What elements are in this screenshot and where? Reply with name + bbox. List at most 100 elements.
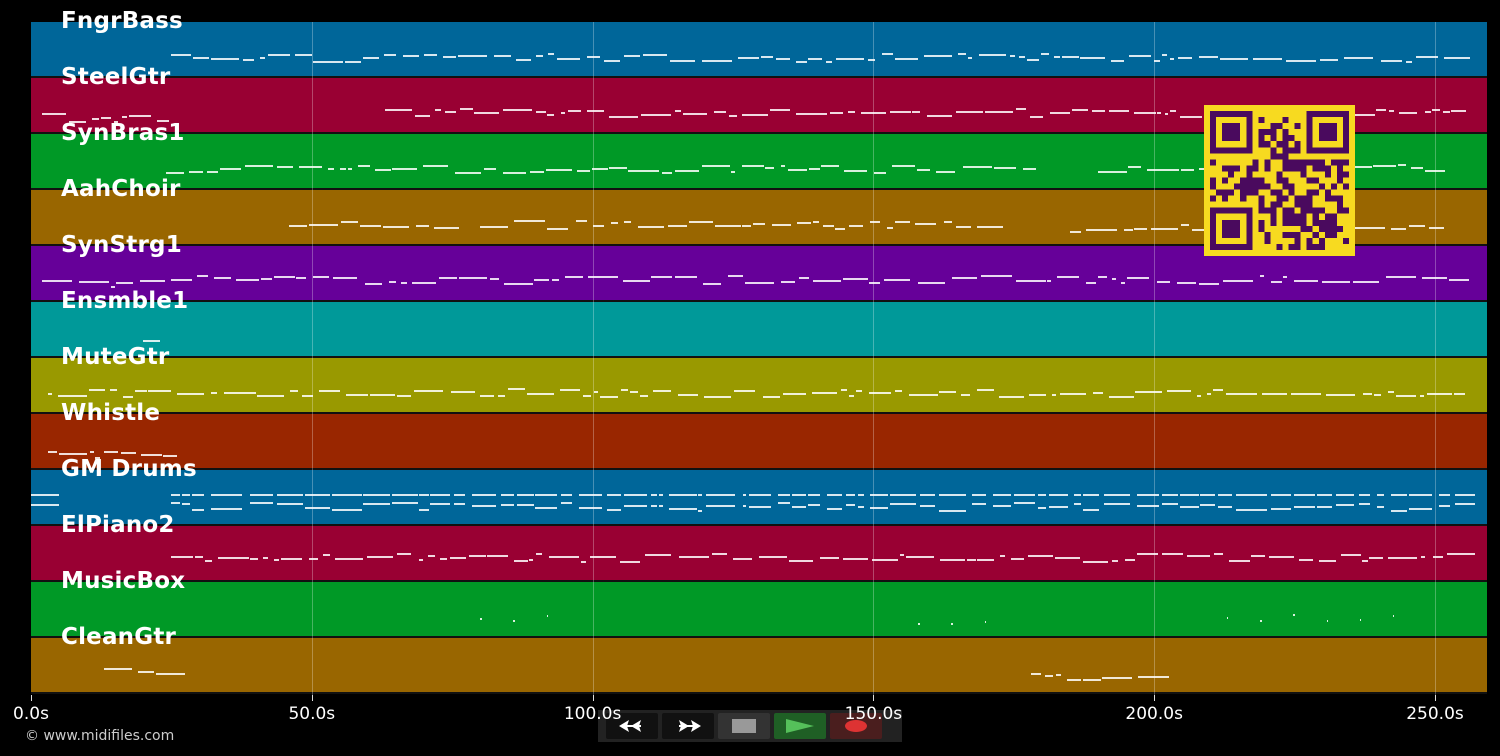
note — [383, 225, 409, 228]
note — [331, 508, 363, 511]
track-cleangtr[interactable]: CleanGtr — [31, 624, 1487, 694]
note — [449, 556, 467, 559]
note — [819, 557, 839, 560]
note — [1180, 506, 1199, 509]
note — [705, 494, 736, 496]
note — [547, 53, 554, 56]
note — [366, 556, 393, 559]
note — [1030, 672, 1042, 675]
track-label: CleanGtr — [61, 624, 177, 650]
note — [1010, 55, 1016, 58]
note — [1422, 276, 1447, 279]
note — [1038, 494, 1047, 496]
note — [480, 617, 482, 620]
note — [214, 276, 232, 279]
rewind-button[interactable] — [606, 713, 658, 739]
stop-button[interactable] — [718, 713, 770, 739]
track-gm-drums[interactable]: GM Drums — [31, 456, 1487, 526]
note — [1128, 165, 1141, 168]
note — [823, 224, 835, 227]
note — [1335, 503, 1355, 506]
track-whistle[interactable]: Whistle — [31, 400, 1487, 470]
note — [867, 59, 875, 62]
note — [927, 115, 952, 118]
note — [58, 394, 88, 397]
note — [1038, 507, 1047, 510]
note — [1222, 279, 1253, 282]
note — [797, 222, 811, 225]
note — [263, 557, 268, 560]
note — [557, 58, 580, 61]
note — [923, 54, 952, 57]
note — [559, 388, 580, 391]
note — [281, 557, 303, 560]
note — [1135, 391, 1162, 393]
note — [1187, 554, 1210, 557]
note — [348, 168, 352, 171]
track-mutegtr[interactable]: MuteGtr — [31, 344, 1487, 414]
note — [972, 494, 986, 496]
note — [1098, 170, 1128, 173]
note — [607, 494, 621, 496]
fast-forward-button[interactable] — [662, 713, 714, 739]
track-ensmble1[interactable]: Ensmble1 — [31, 288, 1487, 358]
note — [961, 393, 971, 396]
record-button[interactable] — [830, 713, 882, 739]
note — [1027, 554, 1054, 557]
note — [480, 394, 494, 397]
note — [620, 560, 641, 563]
note — [578, 494, 602, 496]
note — [674, 275, 698, 278]
note — [653, 389, 671, 392]
note — [171, 279, 193, 282]
note — [135, 389, 148, 392]
note — [688, 221, 713, 224]
note — [669, 494, 697, 496]
note — [224, 391, 256, 394]
note — [1198, 282, 1219, 285]
note — [274, 558, 280, 561]
note — [762, 395, 780, 398]
note — [357, 164, 371, 167]
note — [1433, 556, 1443, 559]
track-fngrbass[interactable]: FngrBass — [31, 8, 1487, 78]
note — [1291, 392, 1321, 395]
note — [796, 112, 827, 115]
note — [1442, 110, 1450, 113]
note — [156, 120, 169, 123]
note — [914, 223, 937, 226]
note — [967, 559, 976, 562]
note — [624, 494, 648, 496]
note — [374, 168, 391, 171]
note — [742, 505, 747, 508]
note — [727, 275, 744, 278]
note — [629, 390, 639, 393]
note — [861, 112, 886, 115]
note — [951, 276, 977, 279]
note — [294, 54, 313, 57]
note — [702, 165, 730, 168]
note — [249, 501, 273, 504]
note — [516, 58, 531, 61]
note — [304, 494, 330, 496]
note — [1454, 494, 1476, 496]
note — [490, 277, 500, 280]
note — [1045, 675, 1054, 678]
note — [1376, 506, 1384, 509]
note — [1166, 389, 1192, 392]
track-elpiano2[interactable]: ElPiano2 — [31, 512, 1487, 582]
note — [1074, 502, 1082, 505]
note — [977, 559, 994, 562]
note — [591, 167, 608, 170]
note — [588, 275, 619, 278]
play-button[interactable] — [774, 713, 826, 739]
note — [486, 554, 509, 557]
piano-roll[interactable]: FngrBass SteelGtr SynBras1 AahChoir SynS… — [31, 8, 1487, 695]
note — [1451, 110, 1467, 113]
note — [392, 502, 418, 505]
track-musicbox[interactable]: MusicBox — [31, 568, 1487, 638]
note — [600, 395, 619, 398]
note — [567, 109, 581, 112]
note — [1355, 226, 1385, 229]
axis-tick — [1435, 695, 1436, 701]
